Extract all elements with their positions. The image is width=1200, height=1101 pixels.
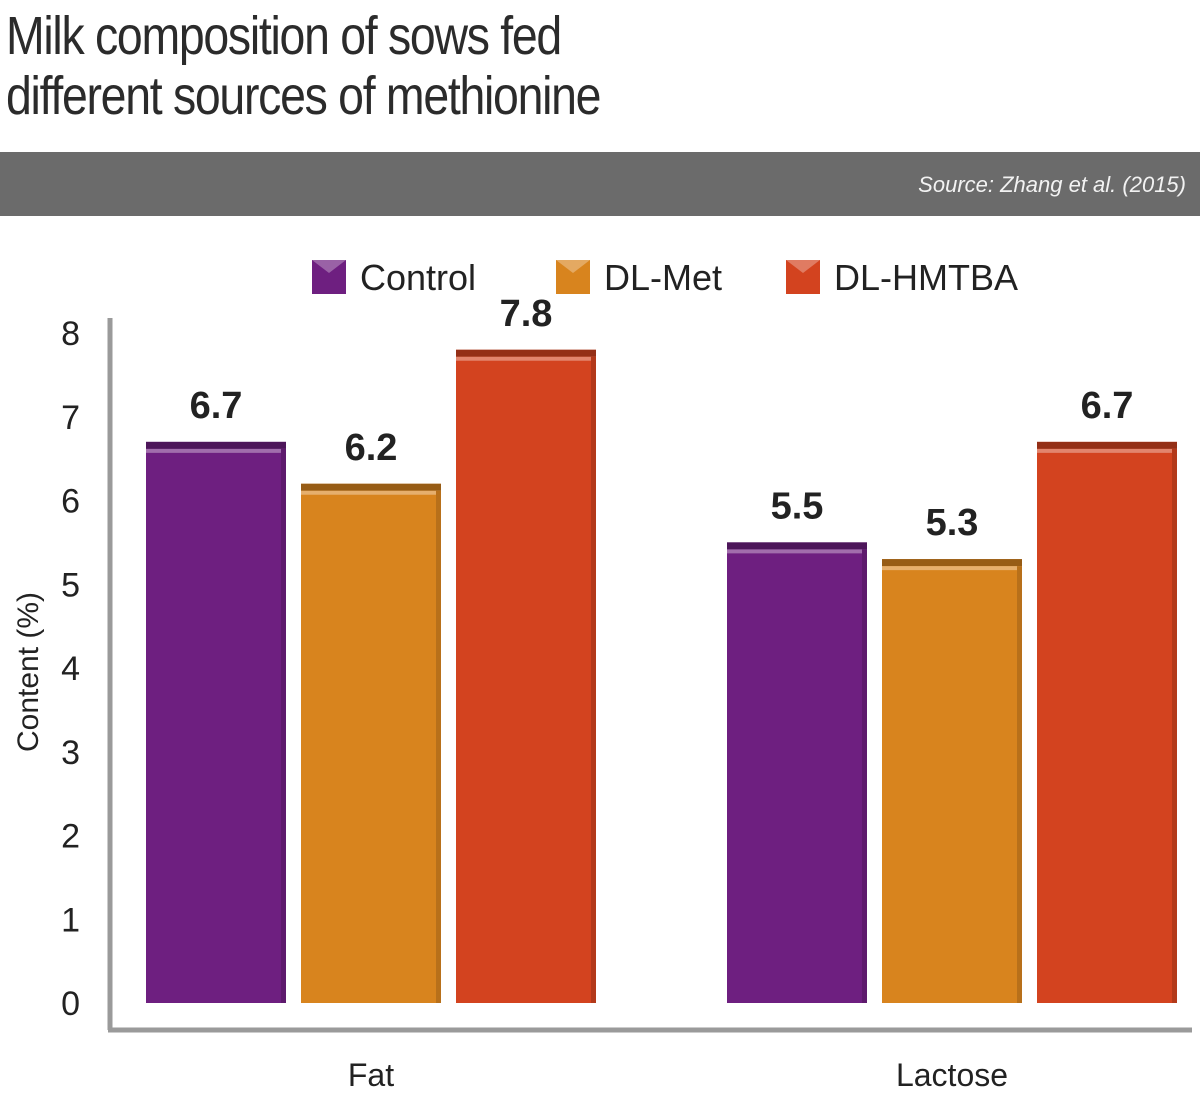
- y-tick-label: 2: [61, 818, 80, 856]
- source-band: Source: Zhang et al. (2015): [0, 152, 1200, 216]
- x-tick-label: Fat: [348, 1057, 394, 1093]
- bar-edge: [1172, 448, 1177, 1003]
- bar-body: [882, 559, 1022, 1003]
- y-tick-label: 8: [61, 315, 80, 353]
- bar-edge: [862, 549, 867, 1003]
- x-tick-label: Lactose: [896, 1057, 1008, 1093]
- legend-swatch-highlight: [786, 260, 820, 273]
- bar-edge: [436, 490, 441, 1003]
- data-label: 6.2: [345, 427, 398, 469]
- bar-highlight: [882, 566, 1022, 571]
- bar-control-fat: [146, 441, 286, 1003]
- legend-item-control: Control: [312, 257, 476, 298]
- bar-edge: [1017, 566, 1022, 1003]
- bar-body: [727, 542, 867, 1003]
- legend-swatch-highlight: [312, 260, 346, 273]
- y-axis-label: Content (%): [12, 592, 45, 752]
- data-label: 5.3: [926, 502, 979, 544]
- bar-cap: [146, 441, 286, 449]
- bar-highlight: [146, 448, 286, 453]
- axes: 0 1 2 3 4 5 6 7 8 Fat Lactose: [61, 315, 1192, 1093]
- bar-dl-met-fat: [301, 483, 441, 1003]
- legend: Control DL-Met DL-HMTBA: [312, 257, 1018, 298]
- bar-edge: [281, 448, 286, 1003]
- bar-cap: [1037, 441, 1177, 449]
- bar-control-lactose: [727, 542, 867, 1003]
- chart-title-line-1: Milk composition of sows fed: [6, 6, 562, 66]
- legend-item-dl-hmtba: DL-HMTBA: [786, 257, 1018, 298]
- y-tick-label: 7: [61, 399, 80, 437]
- bar-cap: [301, 483, 441, 491]
- chart-title-line-2: different sources of methionine: [6, 66, 601, 126]
- bar-cap: [727, 542, 867, 550]
- legend-label: DL-Met: [604, 257, 722, 298]
- bar-body: [301, 483, 441, 1003]
- source-note: Source: Zhang et al. (2015): [918, 172, 1186, 197]
- y-tick-label: 1: [61, 901, 80, 939]
- y-tick-label: 4: [61, 650, 80, 688]
- bar-dl-hmtba-fat: [456, 349, 596, 1003]
- data-label: 6.7: [190, 385, 243, 427]
- bar-body: [456, 349, 596, 1003]
- bar-highlight: [456, 356, 596, 361]
- bar-dl-hmtba-lactose: [1037, 441, 1177, 1003]
- data-label: 6.7: [1081, 385, 1134, 427]
- bar-cap: [456, 349, 596, 357]
- y-tick-label: 0: [61, 985, 80, 1023]
- y-tick-label: 6: [61, 483, 80, 521]
- bar-edge: [591, 356, 596, 1003]
- y-tick-label: 5: [61, 566, 80, 604]
- legend-label: Control: [360, 257, 476, 298]
- bar-body: [1037, 441, 1177, 1003]
- legend-swatch-highlight: [556, 260, 590, 273]
- legend-item-dl-met: DL-Met: [556, 257, 722, 298]
- bar-dl-met-lactose: [882, 559, 1022, 1003]
- legend-label: DL-HMTBA: [834, 257, 1018, 298]
- y-tick-label: 3: [61, 734, 80, 772]
- bar-highlight: [727, 549, 867, 554]
- chart-title: Milk composition of sows fed different s…: [6, 6, 601, 126]
- data-label: 5.5: [771, 485, 824, 527]
- bars: 6.7 5.5 6.2 5.3 7.8 6.7: [146, 293, 1177, 1003]
- bar-cap: [882, 559, 1022, 567]
- data-label: 7.8: [500, 293, 553, 335]
- bar-body: [146, 441, 286, 1003]
- bar-highlight: [301, 490, 441, 495]
- bar-highlight: [1037, 448, 1177, 453]
